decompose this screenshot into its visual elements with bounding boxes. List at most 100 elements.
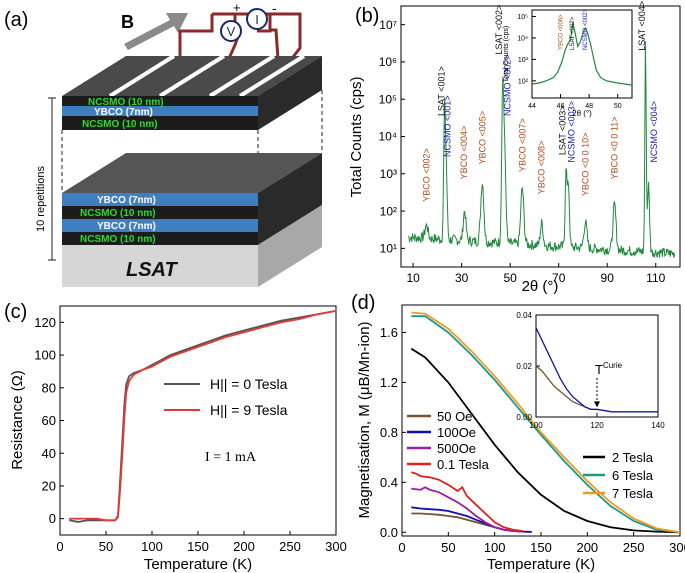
- magnetisation-curve-6: [411, 311, 681, 534]
- panel-c: (c) 0 50 100 150 200 250 300 0 20 40 60 80 100 120 H…: [4, 301, 347, 573]
- plot-d-series: [410, 311, 681, 534]
- panel-a-label: (a): [4, 9, 28, 31]
- plot-d-ytick-label: 0.8: [380, 425, 398, 440]
- plot-b-xtick-label: 50: [503, 271, 517, 285]
- plot-c-xtick-label: 100: [141, 539, 163, 554]
- plot-b-xtick-label: 10: [406, 271, 420, 285]
- plot-c-xtick-label: 200: [233, 539, 255, 554]
- plot-d-inset-xticks: 100 120 140: [529, 413, 665, 430]
- plot-c-ytick-label: 40: [42, 446, 56, 461]
- plot-b-xticks: 10 30 50 70 90 110: [406, 263, 666, 285]
- panel-b: (b) 10 30 50 70 90 110 10¹10²10³10⁴10⁵10⁶10⁷ …: [348, 1, 681, 295]
- plot-d-xtick-label: 0: [398, 540, 405, 555]
- peak-label: LSAT <001>: [436, 66, 446, 116]
- plot-d-ytick-label: 0.4: [380, 475, 398, 490]
- peak-label: YBCO <0 0 10>: [580, 133, 590, 197]
- bottom-stack-side: [258, 153, 322, 245]
- top-stack-side: [258, 56, 322, 130]
- magnetisation-curve-4: [410, 347, 681, 534]
- field-label: B: [121, 12, 134, 32]
- plot-b-inset-xtick-label: 46: [557, 103, 565, 110]
- peak-label: NCSMO <002>: [503, 54, 513, 116]
- plot-b-inset-xlabel: 2θ (°): [572, 109, 592, 118]
- inset-xrd-line: [531, 22, 633, 86]
- peak-label: LSAT <002>: [494, 5, 504, 55]
- bottom-stack-top-face: [62, 153, 322, 193]
- top-layer-2: [62, 106, 258, 116]
- plot-b-xtick-label: 90: [601, 271, 615, 285]
- peak-label: NCSMO <001>: [443, 95, 453, 157]
- bottom-layer-4: [62, 232, 258, 245]
- substrate-side: [258, 205, 322, 287]
- legend-label: 100Oe: [437, 425, 476, 440]
- plot-b-ytick-label: 10²: [380, 204, 397, 218]
- plot-b-inset-xtick-label: 48: [585, 103, 593, 110]
- magnetisation-curve-1: [411, 506, 532, 533]
- inset-peak-label: LSAT <002>: [570, 16, 576, 50]
- inset-peak-label: YBCO <006>: [559, 14, 565, 50]
- plot-b-ytick-label: 10⁶: [379, 55, 397, 69]
- legend-label: 7 Tesla: [612, 486, 654, 501]
- bottom-layer-1: [62, 193, 258, 206]
- plot-c-yticks: 0 20 40 60 80 100 120: [34, 315, 64, 526]
- peak-label: LSAT <003>: [558, 105, 568, 155]
- voltmeter-icon: [220, 20, 242, 42]
- plot-d-ytick-label: 0.0: [380, 525, 398, 540]
- plot-b-inset-ytick-label: 10⁴: [517, 35, 528, 42]
- plot-d-inset-xtick-label: 120: [590, 421, 604, 430]
- plot-d-xlabel: Temperature (K): [487, 556, 595, 573]
- plot-b-ytick-label: 10⁴: [378, 130, 397, 144]
- plot-c-xtick-label: 300: [325, 539, 347, 554]
- bottom-layer-label-3: YBCO (7nm): [97, 221, 156, 232]
- peak-label: LSAT <004>: [637, 1, 647, 51]
- plot-d-xtick-label: 150: [530, 540, 552, 555]
- legend-label: 500Oe: [437, 441, 476, 456]
- magnetisation-curve-3: [411, 471, 523, 532]
- plot-c-xtick-label: 250: [279, 539, 301, 554]
- plot-b-ytick-label: 10⁷: [379, 18, 397, 32]
- plot-b-inset-xtick-label: 50: [614, 103, 622, 110]
- plot-c-series: [69, 310, 337, 523]
- bottom-layer-2: [62, 206, 258, 219]
- plot-d-xtick-label: 200: [576, 540, 598, 555]
- plot-d-inset-xtick-label: 140: [651, 421, 665, 430]
- plot-b-inset-frame: [531, 9, 633, 99]
- panel-a: (a) B V I + - NCSMO (: [4, 0, 323, 287]
- minus-sign: -: [272, 0, 277, 16]
- top-stack-stripes: [108, 54, 306, 98]
- resistance-curve-1: [69, 310, 337, 522]
- plot-c-xtick-label: 50: [99, 539, 113, 554]
- plot-c-frame: [59, 305, 337, 536]
- panel-c-label: (c): [4, 301, 27, 323]
- peak-label: NCSMO <004>: [649, 101, 659, 163]
- plot-b-xlabel: 2θ (°): [522, 278, 559, 295]
- bottom-layer-label-1: YBCO (7nm): [97, 195, 156, 206]
- plot-b-inset-ytick-label: 10⁵: [517, 14, 528, 21]
- plot-d-xticks: 0 50 100 150 200 250 300: [398, 532, 685, 555]
- substrate-front: [62, 245, 258, 287]
- plot-c-ytick-label: 100: [34, 348, 56, 363]
- top-layer-label-2: YBCO (7nm): [94, 107, 153, 118]
- plot-c-xticks: 0 50 100 150 200 250 300: [56, 531, 347, 554]
- plot-b-ytick-label: 10³: [380, 167, 397, 181]
- plot-b-xtick-label: 30: [455, 271, 469, 285]
- plot-b-xtick-label: 70: [552, 271, 566, 285]
- peak-label: YBCO <0 0 11>: [609, 117, 619, 180]
- plot-b-inset-ytick-label: 10²: [518, 78, 529, 85]
- magnetisation-curve-2: [411, 486, 523, 533]
- plus-sign: +: [233, 0, 241, 15]
- peak-label: YBCO <004>: [459, 126, 469, 180]
- resistance-curve-0: [69, 310, 337, 523]
- peak-label: YBCO <007>: [517, 118, 527, 172]
- peak-label: YBCO <002>: [421, 148, 431, 202]
- plot-c-ytick-label: 80: [42, 380, 56, 395]
- plot-b-inset-ylabel: Total Counts (cps): [503, 26, 510, 82]
- panel-d-label: (d): [351, 292, 375, 314]
- bottom-layer-label-4: NCSMO (10 nm): [80, 234, 156, 245]
- plot-c-xtick-label: 150: [187, 539, 209, 554]
- legend-label-9T: H|| = 9 Tesla: [210, 402, 288, 418]
- curie-arrowhead-icon: [594, 401, 600, 408]
- legend-label: 50 Oe: [437, 409, 472, 424]
